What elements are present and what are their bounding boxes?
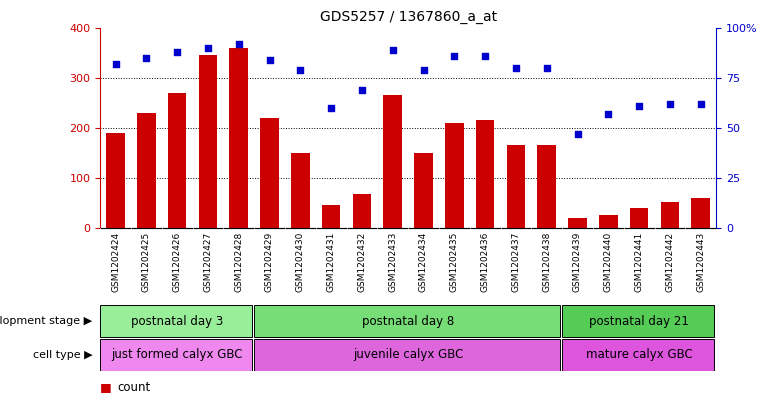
Bar <box>562 305 715 337</box>
Text: GSM1202443: GSM1202443 <box>696 232 705 292</box>
Point <box>140 55 152 61</box>
Text: ■: ■ <box>100 380 112 393</box>
Point <box>664 101 676 107</box>
Point <box>633 103 645 109</box>
Text: GSM1202430: GSM1202430 <box>296 232 305 292</box>
Bar <box>100 305 253 337</box>
Bar <box>168 93 186 228</box>
Bar <box>199 55 217 228</box>
Text: cell type ▶: cell type ▶ <box>33 350 92 360</box>
Point <box>325 105 337 111</box>
Bar <box>599 215 618 228</box>
Text: GSM1202437: GSM1202437 <box>511 232 521 292</box>
Point <box>541 64 553 71</box>
Point <box>417 66 430 73</box>
Bar <box>100 339 253 371</box>
Bar <box>537 145 556 228</box>
Point <box>479 52 491 59</box>
Bar <box>260 118 279 228</box>
Text: GSM1202441: GSM1202441 <box>634 232 644 292</box>
Text: GSM1202438: GSM1202438 <box>542 232 551 292</box>
Point <box>233 40 245 47</box>
Text: GSM1202424: GSM1202424 <box>111 232 120 292</box>
Bar <box>322 206 340 228</box>
Bar <box>661 202 679 228</box>
Bar <box>507 145 525 228</box>
Bar <box>414 153 433 228</box>
Text: GSM1202440: GSM1202440 <box>604 232 613 292</box>
Text: GSM1202431: GSM1202431 <box>326 232 336 292</box>
Text: GSM1202439: GSM1202439 <box>573 232 582 292</box>
Text: mature calyx GBC: mature calyx GBC <box>586 348 692 361</box>
Point <box>387 46 399 53</box>
Point <box>571 130 584 137</box>
Point <box>171 48 183 55</box>
Point <box>263 57 276 63</box>
Point <box>356 86 368 93</box>
Bar <box>476 120 494 228</box>
Bar <box>445 123 464 228</box>
Bar <box>568 218 587 228</box>
Text: postnatal day 21: postnatal day 21 <box>589 315 689 328</box>
Point <box>602 110 614 117</box>
Text: GSM1202435: GSM1202435 <box>450 232 459 292</box>
Bar <box>254 305 561 337</box>
Point <box>510 64 522 71</box>
Text: GSM1202429: GSM1202429 <box>265 232 274 292</box>
Text: GSM1202432: GSM1202432 <box>357 232 367 292</box>
Bar <box>562 339 715 371</box>
Text: development stage ▶: development stage ▶ <box>0 316 92 326</box>
Bar <box>229 48 248 228</box>
Bar <box>383 95 402 228</box>
Bar <box>291 153 310 228</box>
Point <box>202 44 214 51</box>
Text: GSM1202428: GSM1202428 <box>234 232 243 292</box>
Point <box>695 101 707 107</box>
Point <box>448 52 460 59</box>
Text: postnatal day 3: postnatal day 3 <box>131 315 223 328</box>
Bar <box>254 339 561 371</box>
Title: GDS5257 / 1367860_a_at: GDS5257 / 1367860_a_at <box>320 10 497 24</box>
Bar <box>137 113 156 228</box>
Bar <box>353 194 371 228</box>
Point <box>294 66 306 73</box>
Text: GSM1202434: GSM1202434 <box>419 232 428 292</box>
Text: GSM1202436: GSM1202436 <box>480 232 490 292</box>
Bar <box>630 208 648 228</box>
Text: GSM1202442: GSM1202442 <box>665 232 675 292</box>
Text: GSM1202426: GSM1202426 <box>172 232 182 292</box>
Bar <box>691 198 710 228</box>
Text: juvenile calyx GBC: juvenile calyx GBC <box>353 348 464 361</box>
Text: GSM1202433: GSM1202433 <box>388 232 397 292</box>
Text: just formed calyx GBC: just formed calyx GBC <box>112 348 243 361</box>
Text: GSM1202427: GSM1202427 <box>203 232 213 292</box>
Text: postnatal day 8: postnatal day 8 <box>362 315 454 328</box>
Text: GSM1202425: GSM1202425 <box>142 232 151 292</box>
Bar <box>106 133 125 228</box>
Text: count: count <box>117 380 150 393</box>
Point <box>109 61 122 67</box>
